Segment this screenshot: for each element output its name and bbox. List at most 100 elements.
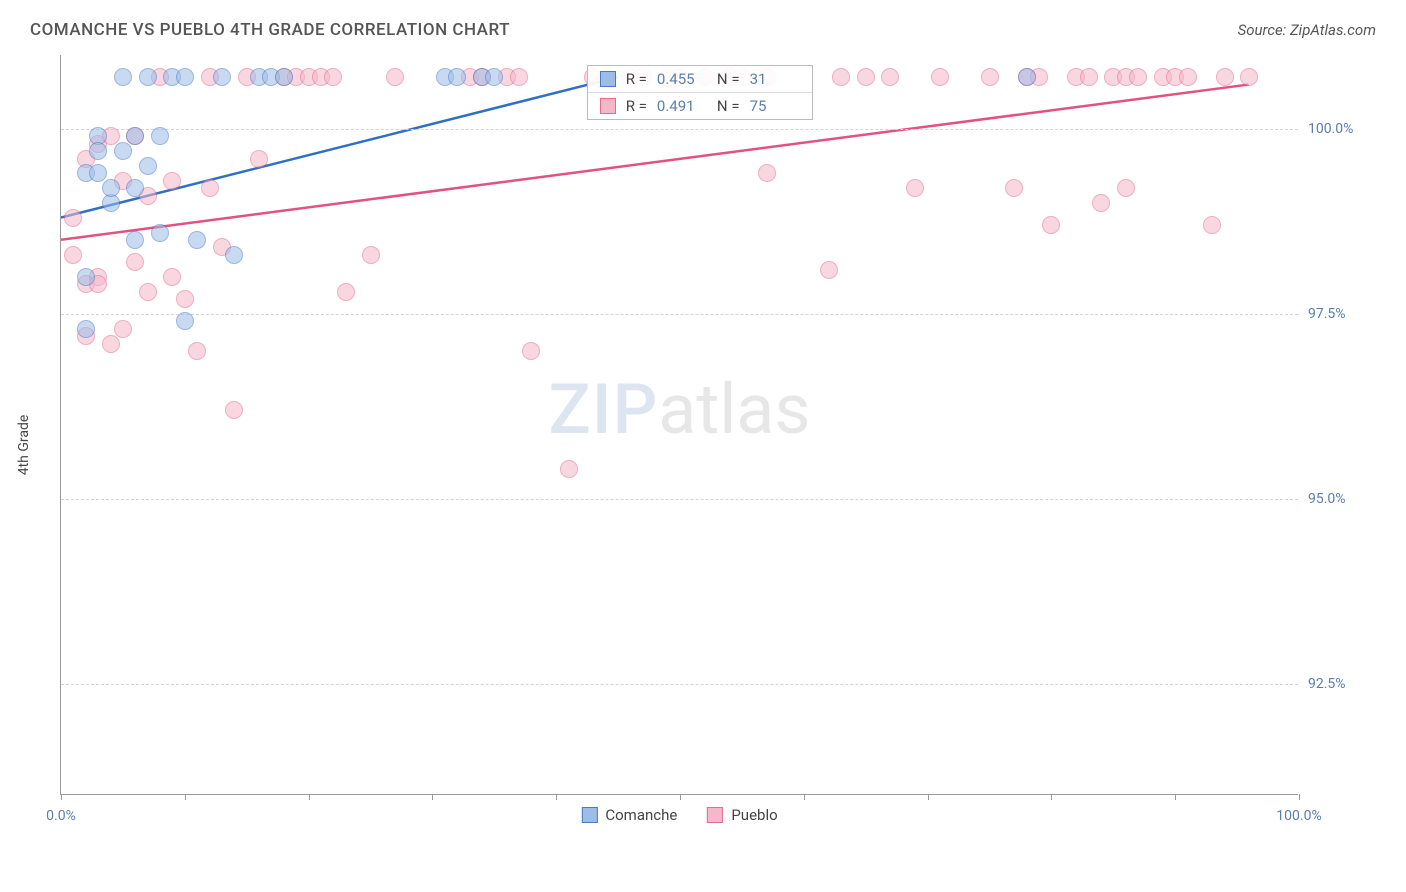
scatter-point (89, 164, 107, 182)
stat-n-value: 75 (750, 97, 800, 115)
series-swatch (600, 71, 616, 87)
chart-source: Source: ZipAtlas.com (1238, 21, 1376, 39)
scatter-point (139, 283, 157, 301)
scatter-point (126, 231, 144, 249)
legend-swatch (581, 807, 597, 823)
x-tick (680, 794, 681, 800)
scatter-point (250, 150, 268, 168)
gridline (61, 684, 1298, 685)
legend: Comanche Pueblo (581, 806, 777, 824)
gridline (61, 129, 1298, 130)
scatter-point (176, 290, 194, 308)
watermark-zip: ZIP (549, 369, 659, 451)
scatter-point (139, 157, 157, 175)
plot-area: ZIPatlas 92.5%95.0%97.5%100.0%0.0%100.0%… (60, 55, 1298, 795)
scatter-point (1080, 68, 1098, 86)
x-tick-label: 0.0% (46, 808, 76, 824)
gridline (61, 314, 1298, 315)
x-tick (804, 794, 805, 800)
stats-row: R = 0.455 N = 31 (588, 66, 812, 93)
scatter-point (201, 179, 219, 197)
scatter-point (1042, 216, 1060, 234)
x-tick (1175, 794, 1176, 800)
x-tick (185, 794, 186, 800)
stat-n-label: N = (717, 70, 740, 88)
scatter-point (386, 68, 404, 86)
chart-header: COMANCHE VS PUEBLO 4TH GRADE CORRELATION… (0, 0, 1406, 50)
scatter-point (275, 68, 293, 86)
scatter-point (139, 68, 157, 86)
scatter-point (225, 401, 243, 419)
scatter-point (163, 268, 181, 286)
scatter-point (64, 209, 82, 227)
stat-r-value: 0.455 (657, 70, 707, 88)
scatter-point (1179, 68, 1197, 86)
scatter-point (931, 68, 949, 86)
scatter-point (163, 172, 181, 190)
stat-r-value: 0.491 (657, 97, 707, 115)
scatter-point (102, 179, 120, 197)
y-tick-label: 95.0% (1308, 491, 1378, 507)
x-tick (309, 794, 310, 800)
scatter-point (114, 320, 132, 338)
scatter-point (906, 179, 924, 197)
y-tick-label: 100.0% (1308, 121, 1378, 137)
scatter-point (758, 164, 776, 182)
scatter-point (64, 246, 82, 264)
watermark: ZIPatlas (549, 369, 811, 451)
y-axis-label: 4th Grade (16, 415, 32, 476)
scatter-point (114, 68, 132, 86)
scatter-point (981, 68, 999, 86)
scatter-point (857, 68, 875, 86)
scatter-point (485, 68, 503, 86)
stats-row: R = 0.491 N = 75 (588, 93, 812, 119)
scatter-point (820, 261, 838, 279)
scatter-point (337, 283, 355, 301)
stat-r-label: R = (626, 97, 647, 115)
scatter-point (510, 68, 528, 86)
x-tick (1051, 794, 1052, 800)
scatter-point (1203, 216, 1221, 234)
y-tick-label: 92.5% (1308, 676, 1378, 692)
watermark-atlas: atlas (658, 369, 810, 451)
scatter-point (126, 179, 144, 197)
scatter-point (522, 342, 540, 360)
scatter-point (1092, 194, 1110, 212)
x-tick (556, 794, 557, 800)
scatter-point (77, 320, 95, 338)
scatter-point (126, 127, 144, 145)
scatter-point (832, 68, 850, 86)
scatter-point (324, 68, 342, 86)
scatter-point (188, 342, 206, 360)
scatter-point (188, 231, 206, 249)
stat-n-label: N = (717, 97, 740, 115)
scatter-point (1216, 68, 1234, 86)
stat-n-value: 31 (750, 70, 800, 88)
series-swatch (600, 98, 616, 114)
scatter-point (102, 335, 120, 353)
scatter-point (1240, 68, 1258, 86)
scatter-point (126, 253, 144, 271)
scatter-point (114, 142, 132, 160)
scatter-point (225, 246, 243, 264)
chart-container: 4th Grade ZIPatlas 92.5%95.0%97.5%100.0%… (44, 55, 1384, 835)
legend-swatch (707, 807, 723, 823)
gridline (61, 499, 1298, 500)
scatter-point (151, 127, 169, 145)
scatter-point (89, 142, 107, 160)
scatter-point (213, 68, 231, 86)
scatter-point (176, 68, 194, 86)
scatter-point (881, 68, 899, 86)
scatter-point (151, 224, 169, 242)
legend-item: Comanche (581, 806, 677, 824)
scatter-point (77, 268, 95, 286)
legend-label: Pueblo (731, 806, 777, 824)
x-tick (61, 794, 62, 800)
scatter-point (362, 246, 380, 264)
x-tick-label: 100.0% (1276, 808, 1321, 824)
scatter-point (176, 312, 194, 330)
scatter-point (560, 460, 578, 478)
stats-box: R = 0.455 N = 31 R = 0.491 N = 75 (587, 65, 813, 120)
stat-r-label: R = (626, 70, 647, 88)
legend-item: Pueblo (707, 806, 777, 824)
